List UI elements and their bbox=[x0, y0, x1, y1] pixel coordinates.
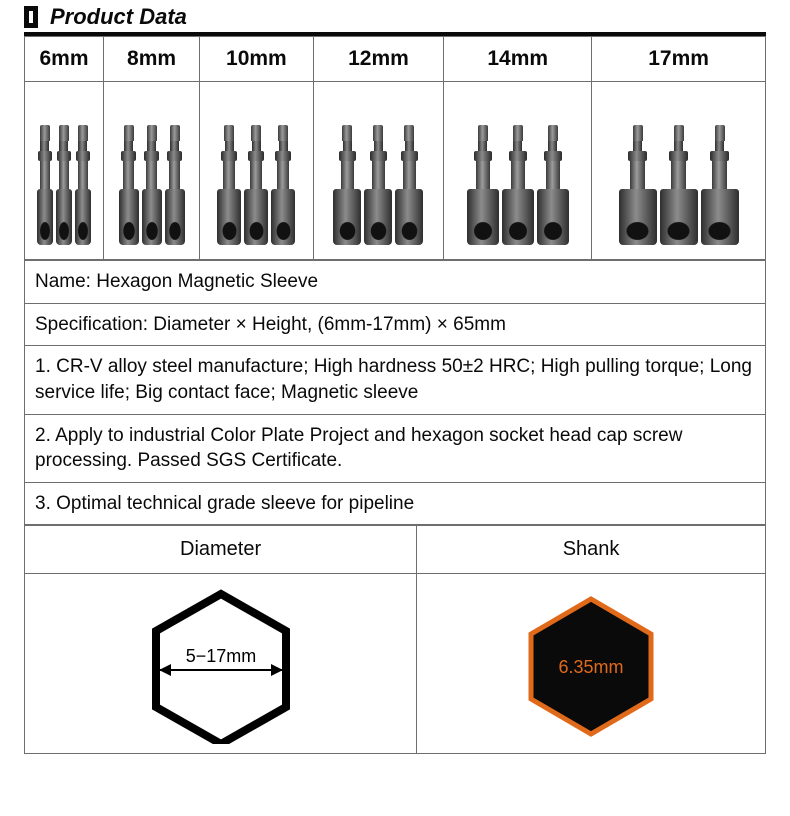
size-header-12mm: 12mm bbox=[313, 37, 444, 82]
shank-value: 6.35mm bbox=[559, 657, 624, 677]
info-spec: Specification: Diameter × Height, (6mm-1… bbox=[25, 303, 766, 346]
size-header-14mm: 14mm bbox=[444, 37, 592, 82]
socket-bit-icon bbox=[395, 125, 423, 245]
socket-bit-icon bbox=[56, 125, 72, 245]
size-image-row bbox=[25, 82, 766, 260]
socket-bit-icon bbox=[502, 125, 534, 245]
info-name: Name: Hexagon Magnetic Sleeve bbox=[25, 261, 766, 304]
size-image-cell-12mm bbox=[313, 82, 444, 260]
socket-bit-icon bbox=[467, 125, 499, 245]
info-point-2: 2. Apply to industrial Color Plate Proje… bbox=[25, 414, 766, 482]
socket-bit-icon bbox=[701, 125, 739, 245]
socket-bit-icon bbox=[75, 125, 91, 245]
size-image-cell-17mm bbox=[592, 82, 766, 260]
socket-bit-icon bbox=[364, 125, 392, 245]
bit-group bbox=[592, 95, 765, 245]
socket-bit-icon bbox=[244, 125, 268, 245]
diameter-value: 5−17mm bbox=[185, 646, 256, 666]
size-header-row: 6mm8mm10mm12mm14mm17mm bbox=[25, 37, 766, 82]
bit-group bbox=[444, 95, 591, 245]
size-image-cell-14mm bbox=[444, 82, 592, 260]
size-image-cell-6mm bbox=[25, 82, 104, 260]
socket-bit-icon bbox=[37, 125, 53, 245]
size-header-6mm: 6mm bbox=[25, 37, 104, 82]
size-header-17mm: 17mm bbox=[592, 37, 766, 82]
diameter-title: Diameter bbox=[25, 526, 417, 574]
shank-graphic-cell: 6.35mm bbox=[417, 574, 766, 754]
header-marker-icon bbox=[24, 6, 38, 28]
shank-title: Shank bbox=[417, 526, 766, 574]
size-header-10mm: 10mm bbox=[200, 37, 313, 82]
size-table: 6mm8mm10mm12mm14mm17mm bbox=[24, 36, 766, 260]
socket-bit-icon bbox=[217, 125, 241, 245]
size-header-8mm: 8mm bbox=[103, 37, 199, 82]
socket-bit-icon bbox=[660, 125, 698, 245]
size-image-cell-8mm bbox=[103, 82, 199, 260]
info-point-3: 3. Optimal technical grade sleeve for pi… bbox=[25, 482, 766, 525]
info-table: Name: Hexagon Magnetic Sleeve Specificat… bbox=[24, 260, 766, 525]
socket-bit-icon bbox=[165, 125, 185, 245]
socket-bit-icon bbox=[271, 125, 295, 245]
socket-bit-icon bbox=[142, 125, 162, 245]
bit-group bbox=[104, 95, 199, 245]
socket-bit-icon bbox=[333, 125, 361, 245]
section-header: Product Data bbox=[24, 4, 766, 30]
section-title: Product Data bbox=[50, 4, 187, 30]
bit-group bbox=[200, 95, 312, 245]
product-data-sheet: Product Data 6mm8mm10mm12mm14mm17mm Name… bbox=[0, 4, 790, 754]
socket-bit-icon bbox=[619, 125, 657, 245]
info-point-1: 1. CR-V alloy steel manufacture; High ha… bbox=[25, 346, 766, 414]
bit-group bbox=[25, 95, 103, 245]
socket-bit-icon bbox=[119, 125, 139, 245]
bit-group bbox=[314, 95, 444, 245]
diameter-graphic-cell: 5−17mm bbox=[25, 574, 417, 754]
size-image-cell-10mm bbox=[200, 82, 313, 260]
socket-bit-icon bbox=[537, 125, 569, 245]
diagram-table: Diameter Shank 5−17mm 6.35mm bbox=[24, 525, 766, 754]
diameter-hex-icon: 5−17mm bbox=[131, 584, 311, 744]
shank-hex-icon: 6.35mm bbox=[511, 589, 671, 739]
